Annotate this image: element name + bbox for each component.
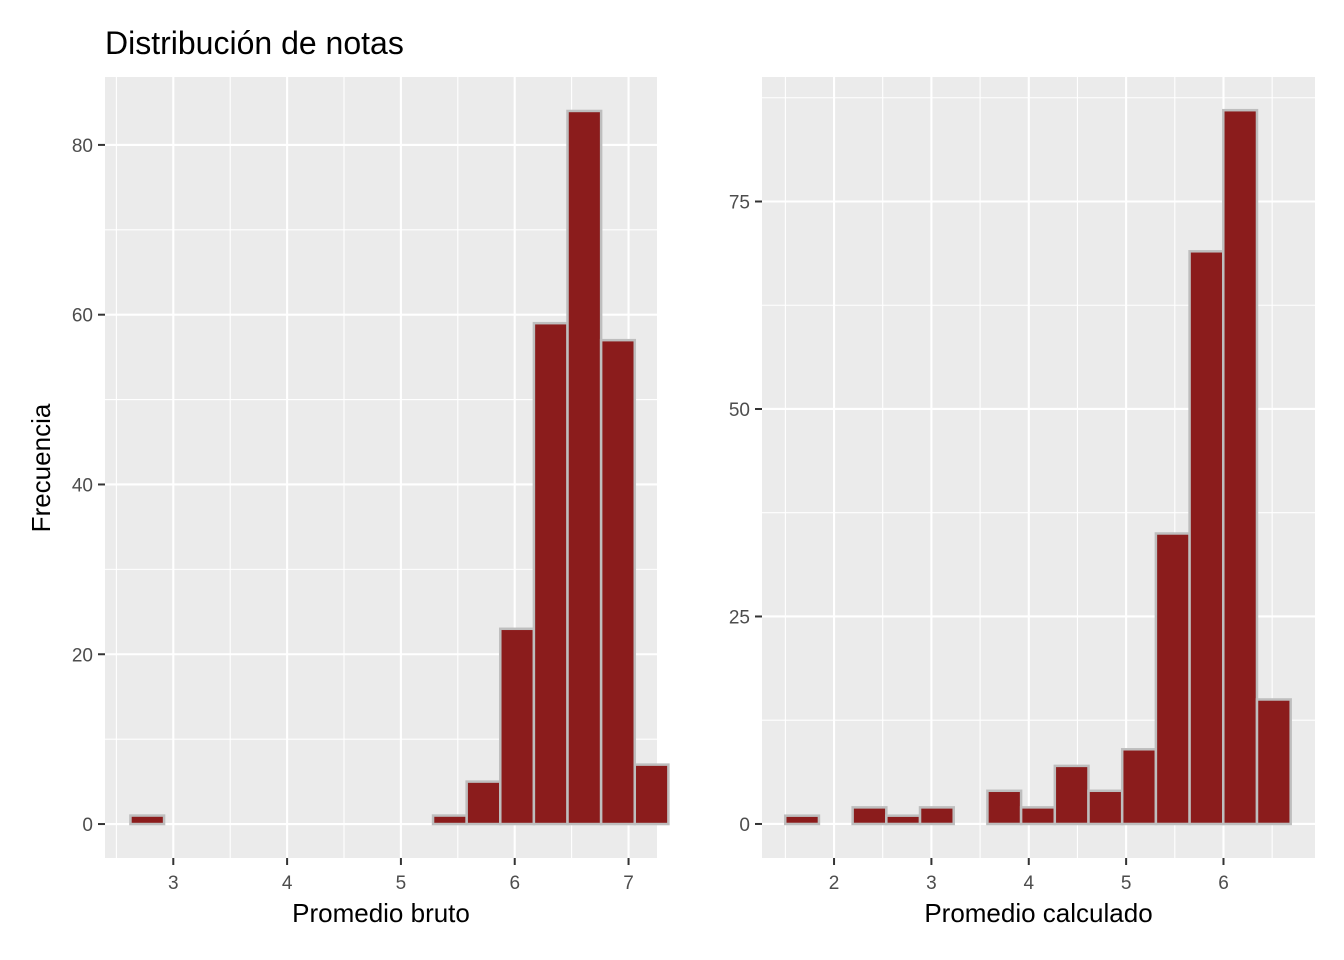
histogram-bar bbox=[566, 109, 603, 826]
histogram-bar bbox=[431, 814, 468, 826]
y-tick-label: 80 bbox=[72, 136, 93, 157]
histogram-bar bbox=[1222, 108, 1259, 826]
x-tick-label: 4 bbox=[282, 873, 293, 894]
chart-title: Distribución de notas bbox=[105, 25, 404, 61]
histogram-bar bbox=[783, 814, 821, 826]
x-axis-title: Promedio calculado bbox=[924, 898, 1152, 928]
histogram-bar bbox=[1154, 532, 1191, 826]
histogram-bar bbox=[1053, 764, 1090, 826]
histogram-bar bbox=[532, 321, 569, 826]
x-tick-label: 6 bbox=[1218, 873, 1229, 894]
histogram-bar bbox=[599, 338, 637, 826]
y-tick-label: 50 bbox=[729, 400, 750, 421]
histogram-bar bbox=[885, 814, 922, 826]
histogram-bar bbox=[986, 789, 1023, 826]
panel-right: 2 3 4 5 6 0 25 50 75 Promedio calculado bbox=[729, 77, 1315, 928]
histogram-bar bbox=[1255, 698, 1292, 826]
x-tick-label: 6 bbox=[509, 873, 520, 894]
y-tick-label: 75 bbox=[729, 192, 750, 213]
histogram-bar bbox=[851, 806, 888, 826]
x-tick-label: 3 bbox=[926, 873, 937, 894]
histogram-bar bbox=[499, 627, 536, 826]
panel-left: 3 4 5 6 7 0 20 40 60 80 Promedio bruto bbox=[72, 77, 670, 928]
histogram-bar bbox=[918, 806, 955, 826]
x-axis-title: Promedio bruto bbox=[292, 898, 470, 928]
x-tick-label: 7 bbox=[623, 873, 634, 894]
y-axis-title: Frecuencia bbox=[26, 403, 56, 532]
histogram-bar bbox=[1087, 789, 1124, 826]
x-tick-label: 4 bbox=[1023, 873, 1034, 894]
histogram-bar bbox=[465, 780, 502, 826]
y-tick-label: 40 bbox=[72, 475, 93, 496]
x-tick-label: 5 bbox=[396, 873, 407, 894]
y-tick-label: 20 bbox=[72, 645, 93, 666]
x-tick-label: 5 bbox=[1121, 873, 1132, 894]
y-tick-label: 0 bbox=[739, 815, 750, 836]
y-tick-label: 25 bbox=[729, 607, 750, 628]
y-tick-label: 60 bbox=[72, 306, 93, 327]
x-tick-label: 3 bbox=[168, 873, 179, 894]
histogram-bar bbox=[1120, 748, 1158, 826]
histogram-bar bbox=[1188, 250, 1225, 826]
histogram-bar bbox=[1019, 806, 1057, 826]
x-tick-label: 2 bbox=[829, 873, 840, 894]
histogram-bar bbox=[129, 814, 166, 826]
histogram-bar bbox=[633, 763, 670, 826]
y-tick-label: 0 bbox=[82, 815, 93, 836]
